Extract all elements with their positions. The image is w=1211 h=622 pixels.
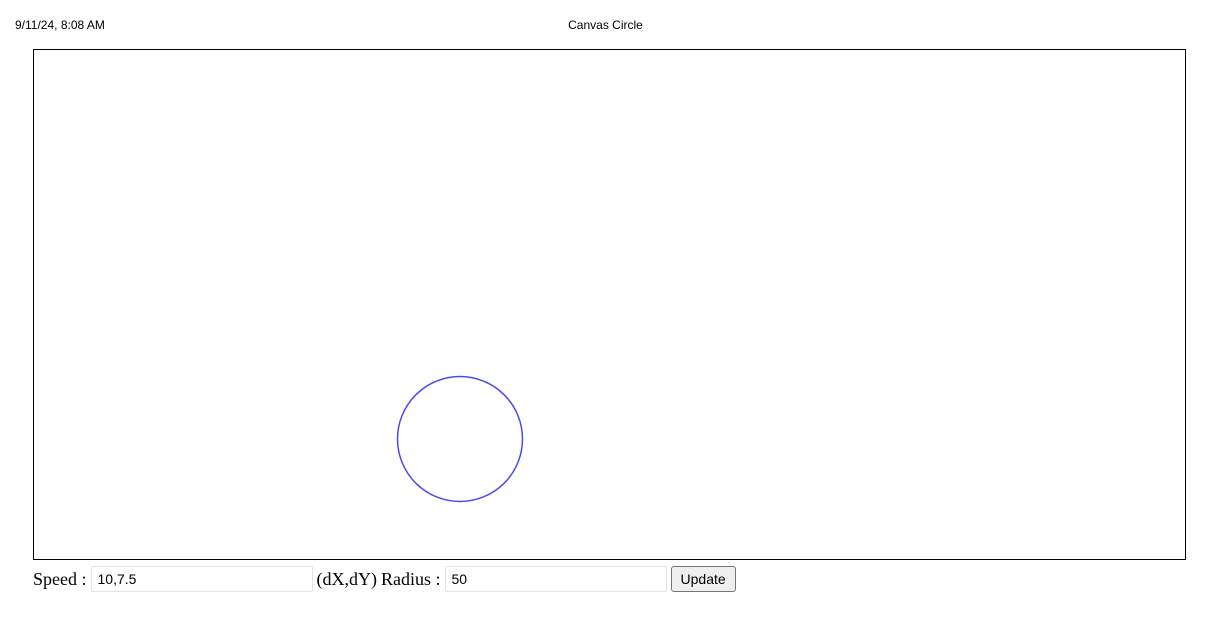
speed-input[interactable] — [90, 566, 313, 592]
print-header: 9/11/24, 8:08 AM Canvas Circle — [0, 0, 1211, 40]
update-button[interactable]: Update — [670, 566, 736, 592]
controls-bar: Speed : (dX,dY) Radius : Update — [33, 565, 736, 593]
bouncing-circle — [396, 375, 524, 503]
canvas-surface — [396, 375, 524, 503]
page-title: Canvas Circle — [568, 18, 643, 32]
radius-input[interactable] — [444, 566, 667, 592]
drawing-canvas[interactable] — [33, 49, 1186, 560]
radius-label: Radius : — [381, 568, 441, 589]
speed-unit-label: (dX,dY) — [316, 568, 378, 589]
speed-label: Speed : — [33, 568, 87, 589]
print-date: 9/11/24, 8:08 AM — [15, 18, 105, 32]
